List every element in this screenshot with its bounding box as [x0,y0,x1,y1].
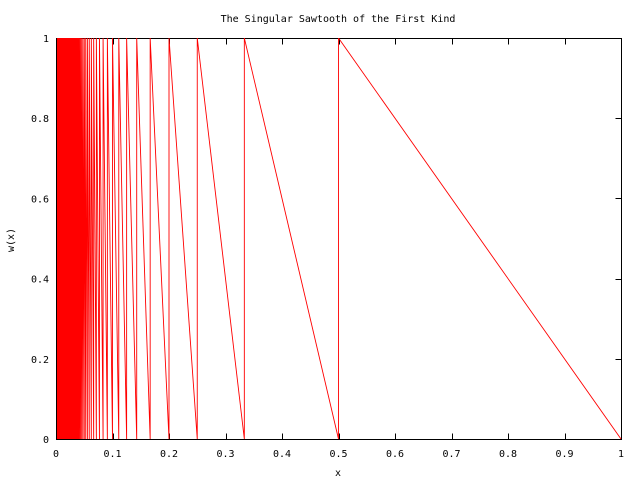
chart-title: The Singular Sawtooth of the First Kind [221,14,456,25]
x-axis-label: x [335,468,341,479]
x-tick-label: 0.3 [216,449,234,460]
y-axis-label: w(x) [6,228,17,252]
y-tick-label: 0.6 [31,194,49,205]
y-tick-label: 0.8 [31,114,49,125]
x-tick-label: 0.8 [499,449,517,460]
tick-labels: 0 0.1 0.2 0.3 0.4 0.5 0.6 0.7 0.8 0.9 1 0 0.2 0.4 0.6 0… [31,34,624,460]
y-tick-label: 0.4 [31,275,49,286]
plot-frame [56,38,622,440]
y-tick-label: 1 [43,34,49,45]
x-tick-label: 0.1 [103,449,121,460]
y-tick-label: 0.2 [31,355,49,366]
x-tick-label: 0.7 [442,449,460,460]
x-tick-label: 0.2 [160,449,178,460]
axis-ticks [56,38,622,440]
x-tick-label: 0.6 [386,449,404,460]
x-tick-label: 0 [53,449,59,460]
sawtooth-curve [56,38,622,440]
x-tick-label: 0.9 [555,449,573,460]
x-tick-label: 0.5 [329,449,347,460]
x-tick-label: 1 [618,449,624,460]
y-tick-label: 0 [43,435,49,446]
x-tick-label: 0.4 [273,449,291,460]
